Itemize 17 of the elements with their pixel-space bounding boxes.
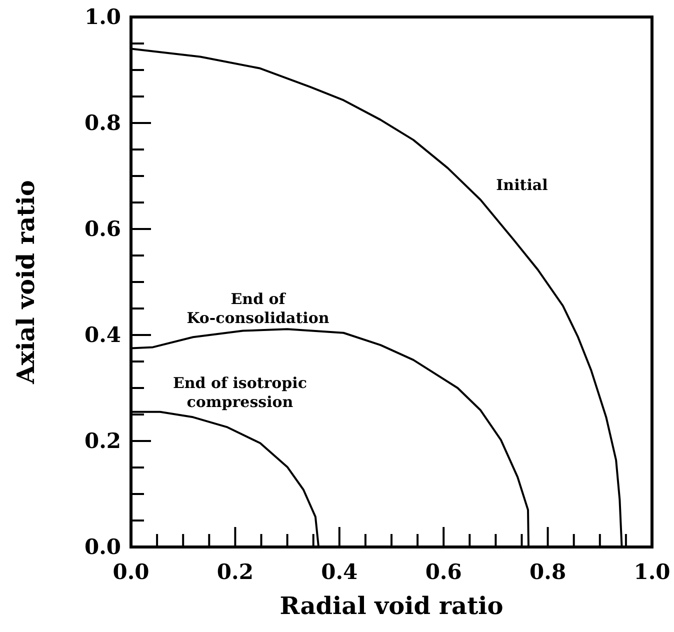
annotation: End of isotropic compression [172,374,308,411]
x-tick-label: 0.6 [425,559,462,584]
x-tick-label: 1.0 [634,559,670,584]
x-tick-label: 0.2 [216,559,254,584]
x-tick-label: 0.4 [321,559,358,584]
y-axis-title: Axial void ratio [11,180,40,385]
y-tick-label: 0.6 [84,216,121,241]
y-tick-label: 0.2 [84,428,121,453]
annotation: End of Ko-consolidation [186,290,330,327]
x-axis-title: Radial void ratio [280,591,504,620]
y-tick-label: 0.8 [84,110,121,135]
annotation: Initial [496,176,548,194]
x-tick-label: 0.8 [530,559,566,584]
y-tick-label: 0.4 [84,322,121,347]
x-tick-label: 0.0 [112,559,150,584]
y-tick-label: 0.0 [84,534,121,559]
y-tick-label: 1.0 [84,4,121,29]
